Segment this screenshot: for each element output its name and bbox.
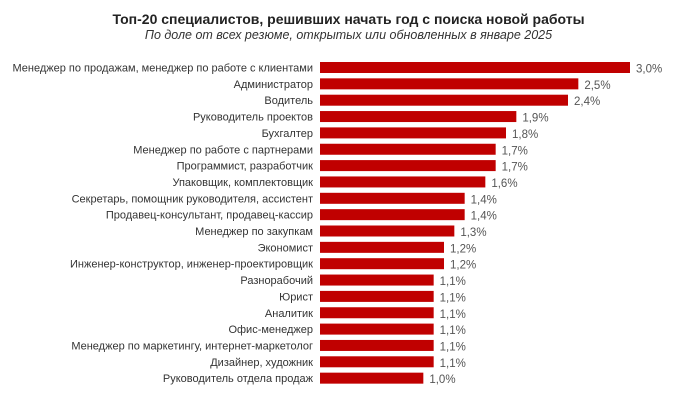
value-label: 1,1% bbox=[440, 292, 466, 304]
bar bbox=[320, 143, 496, 155]
category-label: Продавец-консультант, продавец-кассир bbox=[106, 210, 313, 222]
category-label: Программист, разработчик bbox=[177, 161, 314, 173]
bar bbox=[320, 111, 517, 123]
category-label: Менеджер по закупкам bbox=[195, 226, 313, 238]
value-label: 1,1% bbox=[440, 276, 466, 288]
bar bbox=[320, 209, 465, 221]
value-label: 1,2% bbox=[450, 260, 476, 272]
value-label: 1,7% bbox=[502, 162, 528, 174]
value-label: 1,1% bbox=[440, 341, 466, 353]
chart-title: Топ-20 специалистов, решивших начать год… bbox=[112, 11, 585, 27]
chart-subtitle: По доле от всех резюме, открытых или обн… bbox=[144, 28, 553, 42]
category-label: Офис-менеджер bbox=[228, 324, 313, 336]
category-label: Руководитель отдела продаж bbox=[163, 373, 314, 385]
bar bbox=[320, 176, 486, 188]
bar bbox=[320, 372, 424, 384]
bar bbox=[320, 62, 630, 73]
bar bbox=[320, 274, 434, 286]
bar bbox=[320, 307, 434, 319]
value-label: 1,1% bbox=[440, 325, 466, 337]
value-label: 1,8% bbox=[512, 129, 538, 141]
bar bbox=[320, 339, 434, 351]
category-label: Аналитик bbox=[265, 308, 313, 320]
value-label: 3,0% bbox=[636, 64, 662, 76]
bar bbox=[320, 225, 455, 237]
category-label: Экономист bbox=[258, 242, 313, 254]
category-label: Менеджер по маркетингу, интернет-маркето… bbox=[71, 340, 313, 352]
bar bbox=[320, 160, 496, 172]
category-label: Юрист bbox=[279, 291, 313, 303]
value-label: 1,2% bbox=[450, 243, 476, 255]
bar bbox=[320, 94, 568, 106]
category-label: Руководитель проектов bbox=[193, 112, 313, 124]
bar bbox=[320, 290, 434, 302]
value-label: 2,4% bbox=[574, 96, 600, 108]
category-label: Инженер-конструктор, инженер-проектировщ… bbox=[70, 259, 313, 271]
category-label: Администратор bbox=[234, 79, 313, 91]
bar bbox=[320, 127, 506, 139]
value-label: 1,9% bbox=[522, 113, 548, 125]
value-label: 1,6% bbox=[491, 178, 517, 190]
category-label: Разнорабочий bbox=[240, 275, 313, 287]
value-label: 1,3% bbox=[460, 227, 486, 239]
bar bbox=[320, 192, 465, 204]
value-label: 1,0% bbox=[429, 374, 455, 386]
category-label: Водитель bbox=[264, 95, 313, 107]
bar bbox=[320, 356, 434, 368]
bar bbox=[320, 323, 434, 335]
value-label: 1,1% bbox=[440, 358, 466, 370]
bar bbox=[320, 241, 444, 253]
bar bbox=[320, 78, 579, 90]
category-label: Бухгалтер bbox=[262, 128, 313, 140]
category-label: Секретарь, помощник руководителя, ассист… bbox=[72, 193, 313, 205]
category-label: Дизайнер, художник bbox=[210, 357, 313, 369]
category-label: Менеджер по работе с партнерами bbox=[133, 144, 313, 156]
value-label: 1,7% bbox=[502, 145, 528, 157]
value-label: 1,1% bbox=[440, 309, 466, 321]
bar bbox=[320, 258, 444, 270]
category-label: Упаковщик, комплектовщик bbox=[172, 177, 313, 189]
category-label: Менеджер по продажам, менеджер по работе… bbox=[12, 63, 313, 75]
value-label: 1,4% bbox=[471, 211, 497, 223]
value-label: 1,4% bbox=[471, 194, 497, 206]
value-label: 2,5% bbox=[584, 80, 610, 92]
